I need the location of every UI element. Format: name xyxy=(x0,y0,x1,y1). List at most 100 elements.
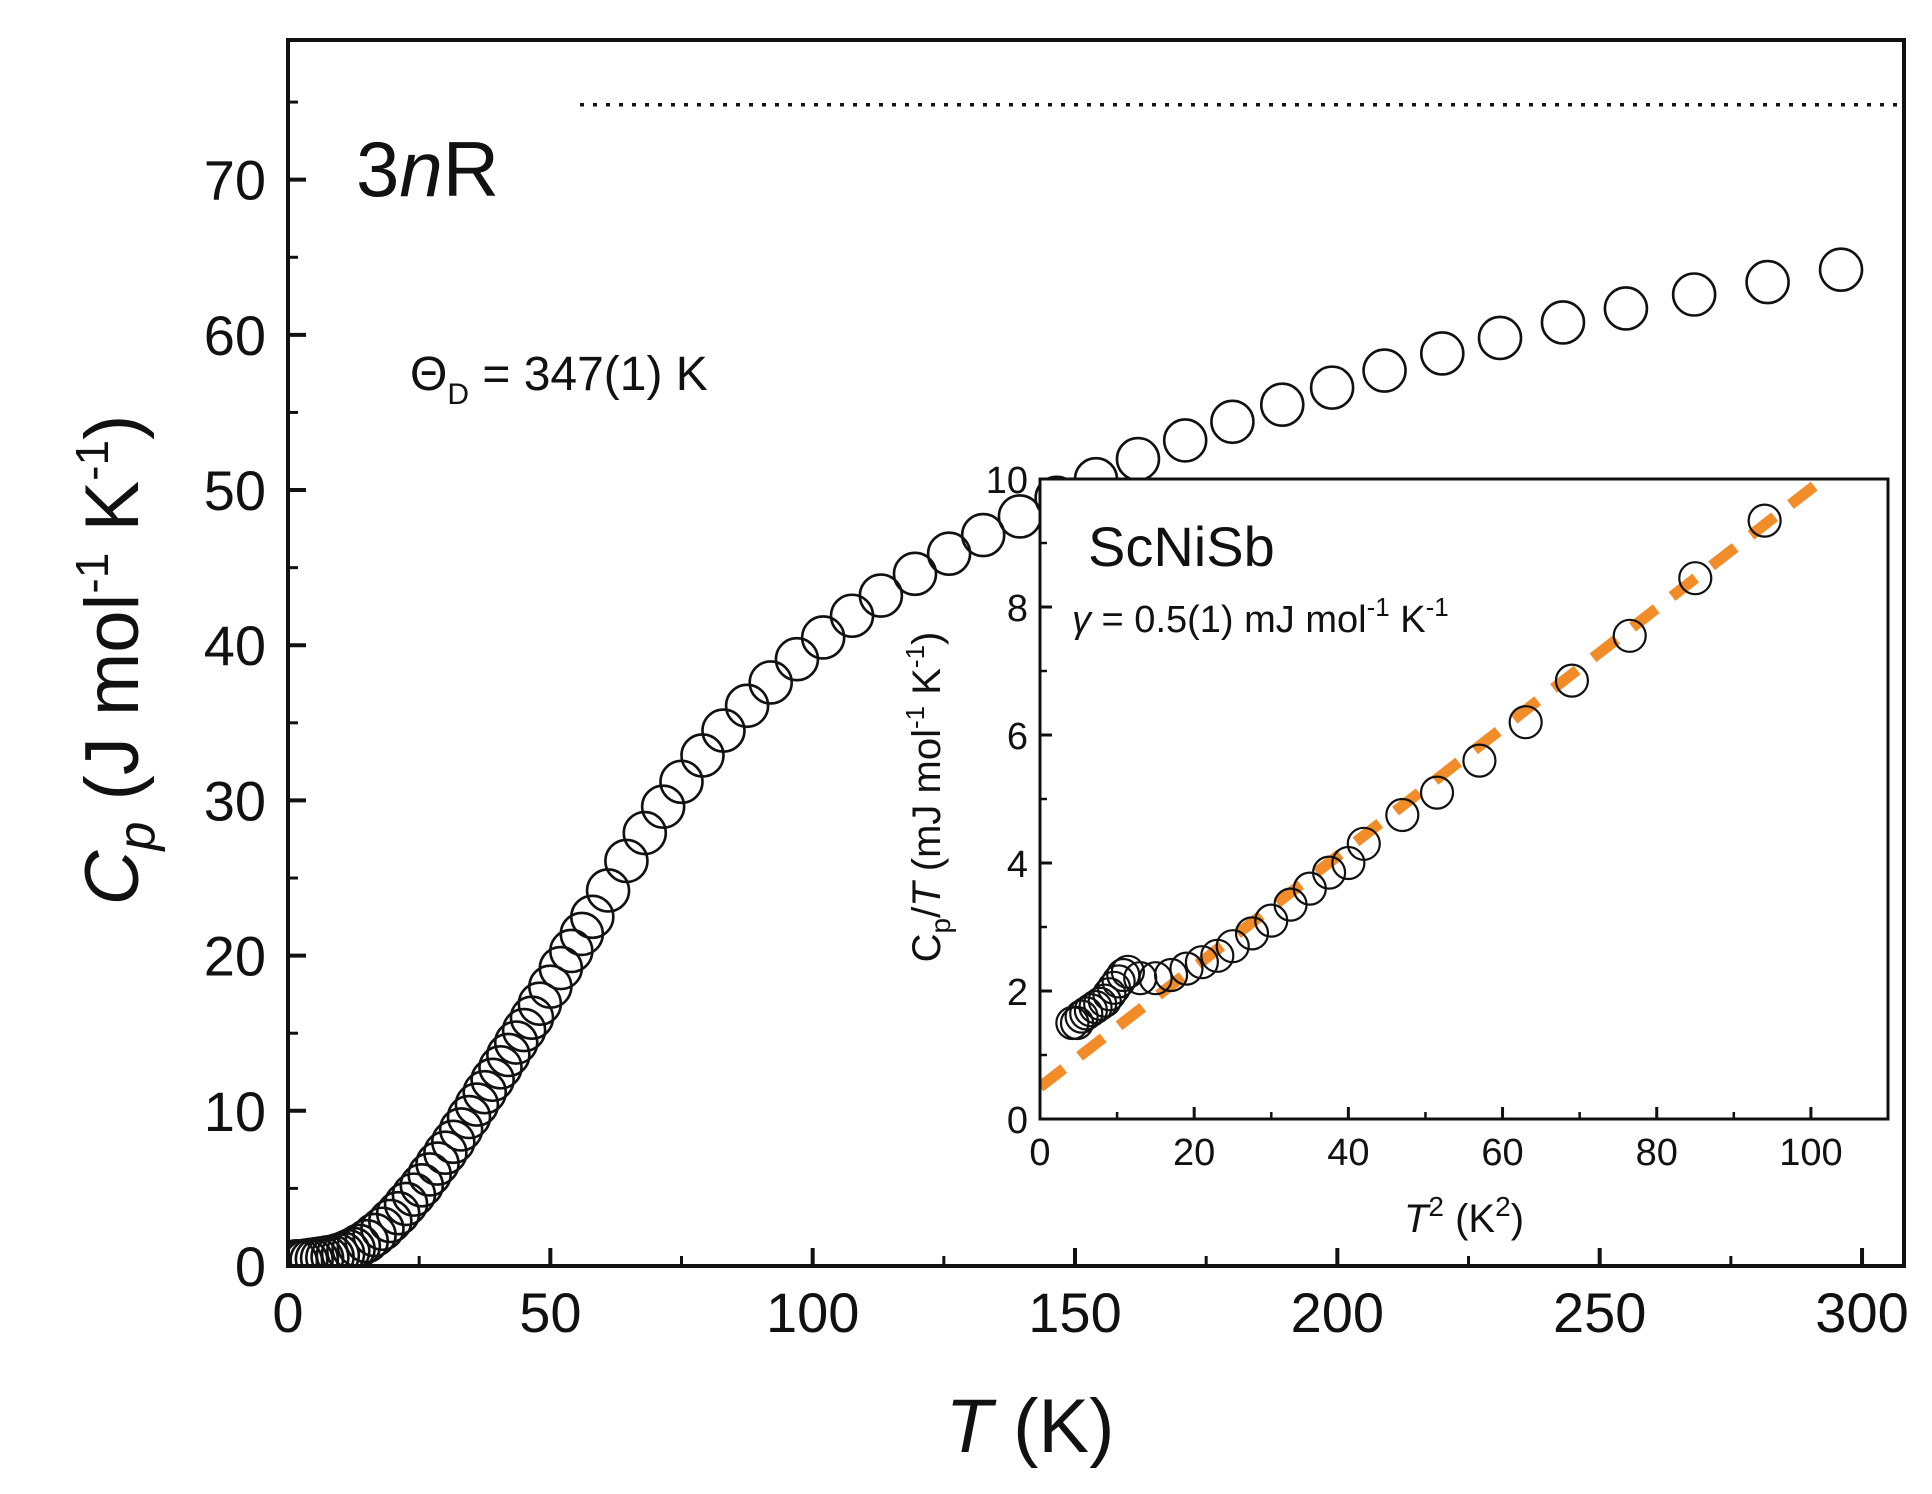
inset-data-point xyxy=(1678,561,1713,596)
main-data-point xyxy=(604,838,649,884)
inset-x-tick-label: 20 xyxy=(1173,1132,1215,1174)
debye-temperature-annotation: ΘD = 347(1) K xyxy=(410,348,708,411)
inset-ticks: 0 20 40 60 80 100 0 2 4 6 8 10 xyxy=(986,460,1890,1174)
main-data-point xyxy=(1745,259,1790,305)
main-x-tick-label: 250 xyxy=(1553,1281,1646,1344)
main-data-point xyxy=(423,1130,468,1176)
main-data-point xyxy=(478,1045,523,1090)
main-data-point xyxy=(800,615,846,660)
inset-data-point xyxy=(1153,957,1189,993)
main-data-point xyxy=(407,1152,452,1197)
main-data-point xyxy=(470,1057,515,1103)
main-data-point xyxy=(1671,272,1717,317)
main-data-point xyxy=(829,593,875,639)
main-x-tick-label: 50 xyxy=(519,1281,581,1344)
main-data-point xyxy=(509,995,555,1040)
main-data-point xyxy=(360,1206,405,1252)
inset-x-tick-label: 60 xyxy=(1481,1132,1523,1174)
inset-background xyxy=(1040,479,1888,1119)
main-data-point xyxy=(680,733,725,778)
main-x-tick-label: 300 xyxy=(1815,1281,1908,1344)
main-data-point xyxy=(1362,348,1407,393)
main-data-point xyxy=(774,636,820,682)
main-data-point xyxy=(399,1163,445,1208)
linear-fit-line xyxy=(1040,479,1833,1092)
main-data-point xyxy=(1818,247,1864,292)
main-data-point xyxy=(1309,365,1355,410)
main-data-point xyxy=(1540,300,1586,345)
inset-data-point xyxy=(1612,618,1647,653)
reference-line-label: 3nR xyxy=(356,125,499,213)
main-plot-frame xyxy=(286,38,1906,1268)
inset-x-tick-label: 40 xyxy=(1327,1132,1369,1174)
inset-plot: 0 20 40 60 80 100 0 2 4 6 8 10 ScNiSb γ = 0.5(1) mJ… xyxy=(900,460,1890,1241)
main-data-point xyxy=(368,1198,413,1244)
main-data-point xyxy=(926,531,972,576)
main-y-tick-label: 70 xyxy=(204,149,266,212)
main-data-point xyxy=(383,1181,429,1227)
main-y-tick-label: 30 xyxy=(204,769,266,832)
main-data-point xyxy=(1477,315,1523,361)
main-data-point xyxy=(375,1190,421,1236)
main-x-tick-label: 100 xyxy=(766,1281,859,1344)
inset-data-point xyxy=(1078,989,1113,1025)
inset-plot-frame xyxy=(1038,477,1890,1121)
inset-y-tick-label: 0 xyxy=(1007,1100,1028,1142)
main-data-point xyxy=(1210,399,1255,445)
main-data-point xyxy=(892,551,938,597)
main-data-point xyxy=(501,1007,547,1053)
main-data-point xyxy=(1259,382,1305,427)
inset-data-point xyxy=(1087,983,1122,1018)
inset-data-point xyxy=(1346,826,1381,861)
inset-y-axis-title: Cp/T (mJ mol-1 K-1) xyxy=(900,632,956,963)
inset-data-point xyxy=(1385,797,1420,833)
main-data-point xyxy=(415,1141,460,1186)
main-data-point xyxy=(1162,418,1208,463)
inset-data-point xyxy=(1092,977,1127,1012)
inset-data-point xyxy=(1462,743,1497,778)
inset-data-point xyxy=(1311,855,1347,890)
main-x-tick-label: 0 xyxy=(272,1281,303,1344)
main-data-point xyxy=(748,660,794,705)
inset-x-tick-label: 100 xyxy=(1779,1132,1842,1174)
inset-data-point xyxy=(1419,775,1455,810)
main-data-point xyxy=(454,1082,500,1127)
main-y-tick-label: 60 xyxy=(204,304,266,367)
main-data-point xyxy=(486,1032,531,1078)
main-x-axis-title: T (K) xyxy=(946,1384,1115,1469)
main-data-point xyxy=(622,810,668,856)
inset-data-points xyxy=(1055,503,1782,1041)
inset-y-tick-label: 8 xyxy=(1007,588,1028,630)
inset-x-axis-title: T2 (K2) xyxy=(1404,1191,1524,1241)
main-y-tick-label: 40 xyxy=(204,614,266,677)
inset-title: ScNiSb xyxy=(1088,515,1275,578)
main-y-tick-label: 20 xyxy=(204,925,266,988)
inset-data-point xyxy=(1508,705,1543,740)
main-y-tick-label: 0 xyxy=(235,1235,266,1298)
main-data-point xyxy=(336,1223,382,1266)
main-data-point xyxy=(438,1107,484,1152)
inset-y-tick-label: 2 xyxy=(1007,972,1028,1014)
main-data-point xyxy=(1603,286,1649,331)
inset-data-point xyxy=(1184,945,1219,980)
main-y-tick-label: 50 xyxy=(204,459,266,522)
sommerfeld-coefficient-annotation: γ = 0.5(1) mJ mol-1 K-1 xyxy=(1072,592,1449,641)
main-data-point xyxy=(462,1069,508,1115)
inset-x-tick-label: 0 xyxy=(1029,1132,1050,1174)
main-y-axis-title: Cp (J mol-1 K-1) xyxy=(66,415,166,906)
main-data-point xyxy=(640,784,686,829)
inset-y-tick-label: 10 xyxy=(986,460,1028,502)
inset-data-point xyxy=(1747,503,1782,538)
main-data-point xyxy=(960,512,1006,558)
inset-y-tick-label: 4 xyxy=(1007,844,1028,886)
main-data-point xyxy=(724,683,770,729)
main-data-point xyxy=(493,1020,539,1065)
inset-y-tick-label: 6 xyxy=(1007,716,1028,758)
main-y-tick-label: 10 xyxy=(204,1080,266,1143)
inset-x-tick-label: 80 xyxy=(1636,1132,1678,1174)
inset-data-point xyxy=(1101,964,1136,999)
main-data-point xyxy=(701,708,746,753)
